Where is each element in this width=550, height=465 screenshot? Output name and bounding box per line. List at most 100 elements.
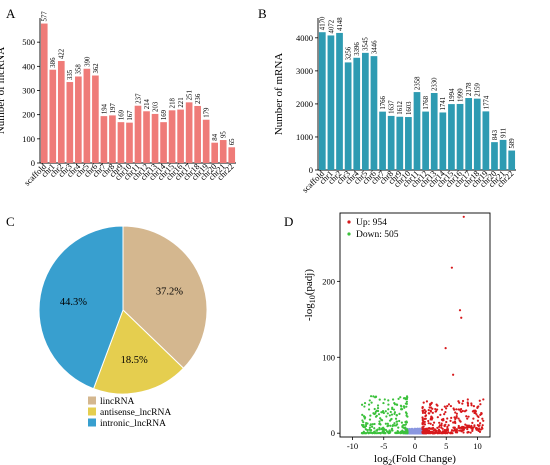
- volcano-point: [389, 430, 392, 433]
- volcano-point: [387, 403, 390, 406]
- volcano-point: [419, 431, 422, 434]
- volcano-point: [379, 417, 382, 420]
- volcano-point: [445, 407, 448, 410]
- volcano-point: [373, 412, 376, 416]
- volcano-point: [440, 424, 443, 427]
- lncrna-bar-value-label: 197: [110, 103, 117, 114]
- volcano-point: [380, 411, 383, 414]
- volcano-point: [453, 429, 456, 432]
- volcano-point: [457, 424, 460, 428]
- lncrna-bar: [40, 23, 48, 163]
- lncrna-bar: [211, 142, 219, 163]
- lncrna-bar-value-label: 214: [144, 98, 151, 109]
- volcano-point: [442, 417, 445, 421]
- legend-swatch: [88, 418, 96, 427]
- lncrna-bar-value-label: 237: [135, 93, 142, 104]
- volcano-point: [430, 430, 433, 433]
- mrna-y-tick-label: 2000: [296, 99, 313, 109]
- volcano-point: [467, 415, 470, 418]
- volcano-point: [450, 416, 453, 419]
- lncrna-bar: [100, 116, 108, 163]
- volcano-point: [470, 404, 473, 407]
- volcano-point: [371, 423, 374, 426]
- volcano-y-axis-title: -log10(padj): [303, 269, 317, 321]
- volcano-point: [386, 425, 389, 428]
- volcano-point: [422, 401, 425, 404]
- mrna-bar: [439, 112, 447, 170]
- mrna-bar-value-label: 843: [492, 129, 499, 140]
- volcano-point: [470, 402, 473, 405]
- mrna-bar: [405, 117, 412, 170]
- lncrna-bar: [75, 76, 82, 163]
- volcano-point: [363, 401, 367, 405]
- lncrna-y-tick-label: 400: [22, 61, 35, 71]
- volcano-point: [460, 410, 463, 414]
- volcano-point: [427, 427, 430, 430]
- mrna-y-tick-label: 1000: [296, 132, 313, 142]
- mrna-bar: [370, 56, 378, 171]
- mrna-bar: [353, 57, 361, 170]
- volcano-point: [405, 400, 408, 403]
- volcano-point: [455, 416, 458, 419]
- mrna-bar-value-label: 2178: [466, 82, 473, 96]
- volcano-point: [453, 416, 456, 419]
- volcano-point: [454, 421, 457, 425]
- volcano-point: [458, 401, 461, 404]
- mrna-bar: [413, 92, 421, 170]
- volcano-point: [374, 396, 377, 399]
- volcano-point: [369, 395, 373, 398]
- legend-label: antisense_lncRNA: [100, 408, 171, 418]
- volcano-point: [361, 419, 364, 422]
- volcano-point: [403, 423, 407, 427]
- volcano-x-axis-title: log2(Fold Change): [374, 453, 456, 465]
- volcano-point: [462, 215, 465, 218]
- lncrna-bar: [194, 105, 201, 163]
- volcano-point: [381, 411, 385, 414]
- volcano-point: [422, 430, 426, 434]
- mrna-bar-value-label: 4170: [320, 16, 327, 30]
- volcano-point: [430, 402, 433, 405]
- volcano-point: [470, 427, 473, 430]
- volcano-point: [375, 409, 378, 412]
- volcano-point: [368, 399, 371, 402]
- volcano-point: [363, 417, 366, 420]
- volcano-point: [472, 404, 476, 408]
- volcano-point: [453, 426, 456, 429]
- lncrna-bar-value-label: 251: [187, 90, 194, 100]
- volcano-point: [482, 398, 485, 401]
- volcano-point: [405, 420, 408, 423]
- volcano-point: [404, 427, 407, 430]
- pie-slice: [92, 309, 185, 395]
- volcano-point: [385, 415, 388, 418]
- lncrna-bar: [92, 75, 99, 163]
- volcano-point: [444, 347, 447, 350]
- volcano-point: [387, 432, 390, 435]
- lncrna-bar: [109, 115, 116, 163]
- lncrna-bar-value-label: 422: [59, 48, 66, 59]
- volcano-point: [397, 426, 400, 429]
- volcano-point: [412, 430, 416, 434]
- volcano-point: [445, 420, 448, 424]
- lncrna-y-tick-label: 100: [22, 134, 35, 144]
- volcano-point: [479, 422, 482, 425]
- volcano-point: [421, 416, 424, 419]
- volcano-point: [455, 431, 458, 434]
- volcano-x-tick-label: 10: [473, 441, 482, 451]
- lncrna-bar-value-label: 169: [161, 109, 168, 120]
- volcano-point: [393, 411, 397, 414]
- volcano-point: [362, 421, 365, 424]
- volcano-point: [386, 412, 389, 415]
- lncrna-bar: [143, 111, 150, 163]
- volcano-point: [388, 419, 392, 422]
- volcano-point: [382, 426, 385, 429]
- lncrna-bar-value-label: 203: [152, 101, 159, 112]
- volcano-point: [378, 428, 381, 431]
- volcano-point: [372, 430, 376, 434]
- volcano-point: [481, 427, 484, 430]
- volcano-point: [465, 415, 468, 418]
- volcano-point: [365, 423, 368, 426]
- volcano-point: [368, 426, 372, 429]
- volcano-point: [376, 407, 380, 410]
